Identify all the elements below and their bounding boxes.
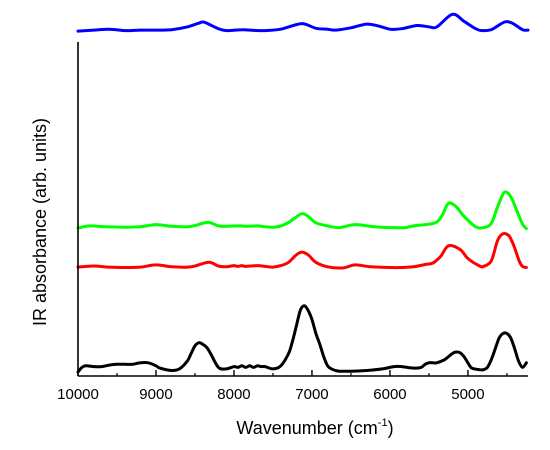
spectrum-line-4 bbox=[76, 304, 528, 374]
y-axis-title: IR absorbance (arb. units) bbox=[30, 118, 50, 326]
x-axis-title-main: Wavenumber (cm bbox=[236, 418, 377, 438]
x-tick-label: 8000 bbox=[217, 386, 250, 403]
x-tick-label: 9000 bbox=[139, 386, 172, 403]
spectrum-line-3 bbox=[76, 231, 528, 270]
x-tick-label: 10000 bbox=[57, 386, 99, 403]
x-axis-title-superscript: -1 bbox=[378, 417, 388, 429]
x-tick-label: 7000 bbox=[295, 386, 328, 403]
x-axis-title: Wavenumber (cm-1) bbox=[236, 417, 393, 438]
x-tick-layer: 10000 9000 8000 7000 6000 5000 bbox=[57, 370, 508, 403]
x-tick-label: 6000 bbox=[373, 386, 406, 403]
x-axis-title-tail: ) bbox=[388, 418, 394, 438]
x-tick-label: 5000 bbox=[451, 386, 484, 403]
spectrum-line-1 bbox=[76, 12, 530, 33]
spectrum-line-2 bbox=[76, 190, 528, 230]
series-layer bbox=[76, 12, 530, 374]
